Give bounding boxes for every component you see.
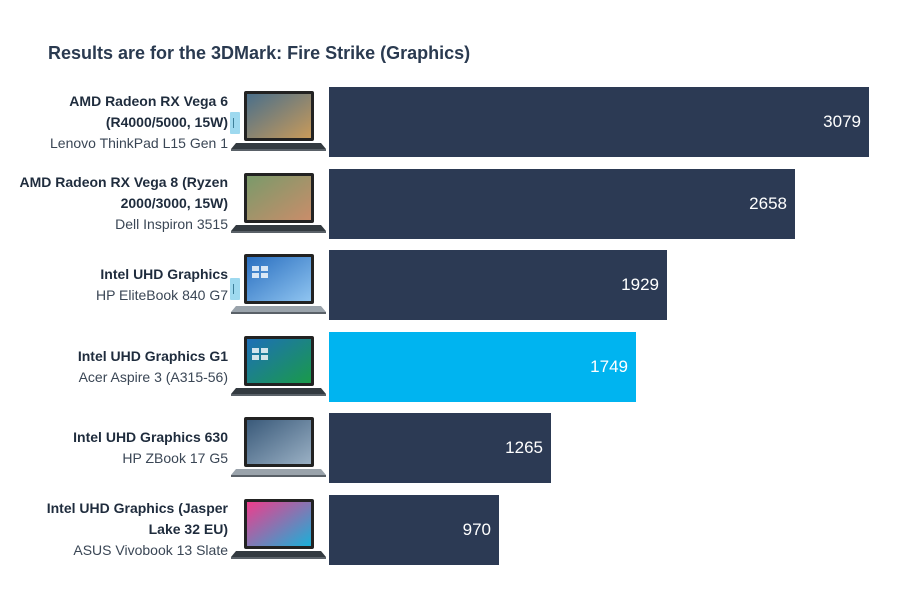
pin-icon[interactable]: [230, 112, 240, 134]
row-label: Intel UHD Graphics HP EliteBook 840 G7: [8, 264, 228, 306]
chart-row: Intel UHD Graphics G1 Acer Aspire 3 (A315…: [0, 331, 900, 402]
row-label: AMD Radeon RX Vega 6 (R4000/5000, 15W) Len…: [8, 91, 228, 154]
bar-value-label: 970: [462, 519, 491, 539]
gpu-name[interactable]: AMD Radeon RX Vega 8 (Ryzen: [19, 174, 229, 190]
row-label: Intel UHD Graphics 630 HP ZBook 17 G5: [8, 427, 228, 469]
row-label: AMD Radeon RX Vega 8 (Ryzen 2000/3000, 15…: [8, 172, 229, 235]
laptop-thumbnail: [230, 415, 327, 481]
gpu-name[interactable]: Lake 32 EU): [148, 521, 228, 537]
device-name[interactable]: Acer Aspire 3 (A315-56): [78, 368, 228, 385]
device-name[interactable]: HP ZBook 17 G5: [122, 450, 228, 466]
row-label: Intel UHD Graphics (Jasper Lake 32 EU) ASU…: [8, 498, 228, 561]
device-name[interactable]: Dell Inspiron 3515: [115, 216, 228, 232]
row-label: Intel UHD Graphics G1 Acer Aspire 3 (A315…: [8, 346, 228, 388]
bar[interactable]: 970: [329, 494, 499, 565]
gpu-name[interactable]: Intel UHD Graphics G1: [77, 347, 228, 364]
chart-row: Intel UHD Graphics (Jasper Lake 32 EU) ASU…: [0, 494, 900, 565]
chart-row: AMD Radeon RX Vega 8 (Ryzen 2000/3000, 15…: [0, 168, 900, 239]
bar-value-label: 2658: [749, 193, 787, 213]
gpu-name[interactable]: 2000/3000, 15W): [120, 195, 228, 211]
bar-value-label: 3079: [823, 112, 861, 131]
gpu-name[interactable]: Intel UHD Graphics (Jasper: [46, 500, 228, 516]
laptop-thumbnail: [230, 334, 327, 400]
laptop-thumbnail: [230, 497, 327, 563]
bar-value-label: 1929: [621, 275, 659, 294]
gpu-name[interactable]: Intel UHD Graphics: [100, 266, 228, 282]
device-name[interactable]: ASUS Vivobook 13 Slate: [73, 542, 228, 558]
bar[interactable]: 1749: [329, 331, 636, 402]
device-name[interactable]: HP EliteBook 840 G7: [95, 287, 228, 303]
bar-value-label: 1265: [505, 438, 543, 457]
device-name[interactable]: Lenovo ThinkPad L15 Gen 1: [50, 134, 228, 151]
laptop-thumbnail: [230, 89, 327, 155]
chart-row: Intel UHD Graphics 630 HP ZBook 17 G5 1265: [0, 413, 900, 483]
laptop-thumbnail: [230, 171, 327, 237]
laptop-thumbnail: [230, 252, 327, 318]
bar[interactable]: 1929: [329, 250, 667, 320]
chart-row: AMD Radeon RX Vega 6 (R4000/5000, 15W) Len…: [0, 87, 900, 157]
bar[interactable]: 2658: [329, 168, 795, 239]
pin-icon[interactable]: [230, 278, 240, 300]
gpu-name[interactable]: AMD Radeon RX Vega 6: [69, 92, 228, 109]
gpu-name[interactable]: (R4000/5000, 15W): [105, 113, 228, 130]
bar-value-label: 1749: [590, 356, 628, 376]
chart-row: Intel UHD Graphics HP EliteBook 840 G7 192…: [0, 250, 900, 320]
chart-title: Results are for the 3DMark: Fire Strike …: [48, 43, 471, 63]
bar[interactable]: 3079: [329, 87, 869, 157]
bar[interactable]: 1265: [329, 413, 551, 483]
gpu-name[interactable]: Intel UHD Graphics 630: [73, 429, 228, 445]
